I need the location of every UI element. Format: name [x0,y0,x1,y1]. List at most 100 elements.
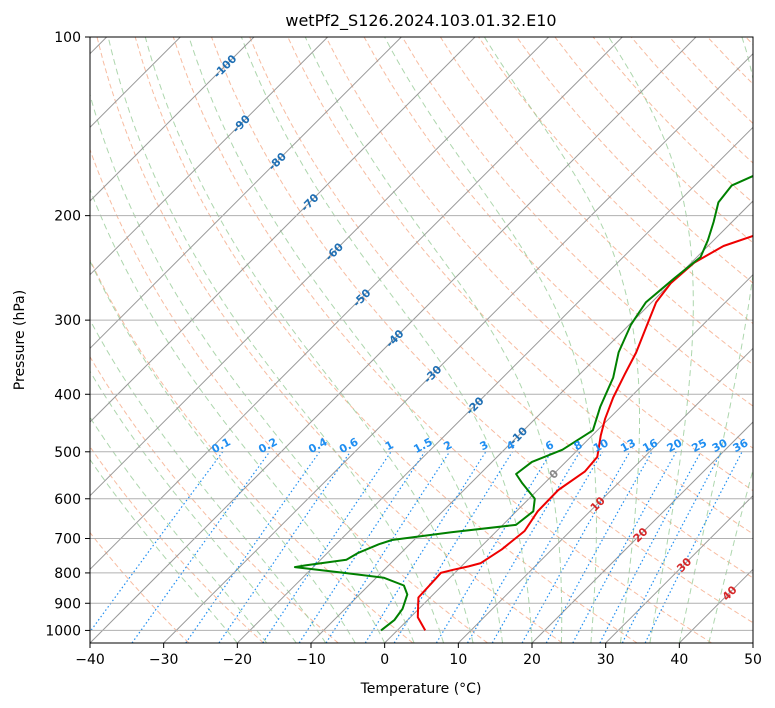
moist-adiabat-line [144,37,474,643]
moist-adiabat-line [90,259,356,643]
pressure-gridlines [90,37,753,631]
dry-adiabat-line [90,148,488,643]
y-tick-label: 800 [54,566,81,582]
dry-adiabat-line [592,37,753,204]
mixing-ratio-line [325,451,451,643]
dry-adiabat-line [172,37,712,643]
dry-adiabat-line [90,355,339,643]
dry-adiabat-line [439,37,753,366]
y-axis-title: Pressure (hPa) [12,290,28,390]
mixing-ratio-line [435,451,552,643]
isotherm-line [384,273,753,643]
moist-adiabat-line [678,37,753,643]
dry-adiabat-line [745,37,753,46]
y-tick-label: 600 [54,492,81,508]
mixing-ratio-line [298,451,426,643]
dry-adiabat-line [96,37,563,643]
isotherm-label: -90 [230,112,253,135]
dry-adiabat-line [325,37,753,492]
moist-adiabat-line [90,370,297,643]
mixing-ratio-label: 20 [665,436,685,455]
dewpoint-line [293,174,753,632]
isotherm-line [163,52,753,643]
isotherm-line [531,421,753,643]
dry-adiabat-line [90,531,190,643]
moist-adiabat-line [90,416,268,643]
mixing-ratio-label: 1.5 [411,435,434,456]
mixing-ratio-label: 0.6 [337,435,361,456]
mixing-ratio-line [262,451,392,643]
mixing-ratio-label: 30 [710,436,730,455]
dry-adiabat-line [134,37,638,643]
mixing-ratio-label: 36 [731,436,751,455]
y-axis-ticks: 100 200 300 400 500 600 700 800 900 1000 [45,30,90,639]
isotherm-line [90,37,329,276]
isotherm-line [752,642,753,643]
isotherm-line [90,37,550,497]
mixing-ratio-label: 10 [591,436,611,455]
y-tick-label: 1000 [45,623,81,639]
moist-adiabat-line [240,37,533,643]
y-tick-label: 300 [54,313,81,329]
mixing-ratio-label: 13 [618,436,638,455]
mixing-ratio-label: 2 [441,438,454,453]
mixing-ratio-line [90,451,224,633]
dry-adiabat-line [516,37,753,284]
y-tick-label: 200 [54,209,81,225]
mixing-ratio-line [572,451,677,643]
x-axis-title: Temperature (°C) [360,681,482,697]
moist-adiabat-line [304,37,563,643]
dry-adiabat-line [211,37,753,624]
line-labels: 0.1 0.2 0.4 0.6 1 1.5 2 3 4 6 8 10 13 16 20 25 30 36-100-… [209,52,750,603]
mixing-ratio-line [521,451,631,643]
isotherm-line [457,347,753,643]
mixing-ratio-line [218,451,351,643]
x-tick-label: 10 [449,652,467,668]
temperature-line [416,234,753,631]
isotherm-line [605,494,753,643]
mixing-ratio-label: 0.4 [306,435,330,456]
mixing-ratio-line [599,451,702,643]
moist-adiabat-line [90,188,386,643]
x-tick-label: −30 [149,652,179,668]
dry-adiabat-line [707,37,753,85]
y-tick-label: 400 [54,387,81,403]
y-tick-label: 100 [54,30,81,46]
x-tick-label: −40 [75,652,105,668]
dry-adiabat-line [90,258,414,643]
mixing-ratio-label: 6 [543,438,556,453]
background-lines [90,37,753,643]
moist-adiabat-line [384,37,597,643]
mixing-ratio-line [131,451,271,643]
isotherm-line [90,37,255,202]
moist-adiabat-line [90,458,238,643]
moist-adiabat-line [90,319,327,643]
dry-adiabat-line [363,37,753,449]
isotherm-label: -80 [266,150,289,173]
isotherm-line [236,126,753,643]
mixing-ratio-line [545,451,653,643]
x-axis-ticks: −40 −30 −20 −10 0 10 20 30 40 50 [75,643,762,668]
mixing-ratio-label: 25 [689,436,709,455]
isotherm-line [90,37,476,423]
isotherm-line [90,37,402,350]
x-tick-label: −20 [223,652,253,668]
isotherm-line [310,200,753,643]
x-tick-label: 50 [744,652,762,668]
isotherm-line [678,568,753,643]
x-tick-label: 30 [597,652,615,668]
mixing-ratio-label: 0.1 [209,435,232,456]
dry-adiabat-line [249,37,753,579]
isotherm-label: -100 [211,52,240,81]
moist-adiabat-line [188,37,503,643]
isotherm-line [90,37,697,643]
mixing-ratio-label: 16 [640,436,660,455]
plot-frame [89,36,754,644]
mixing-ratio-line [644,451,743,643]
y-tick-label: 900 [54,596,81,612]
moist-adiabat-line [608,37,694,643]
x-tick-label: 20 [523,652,541,668]
x-tick-label: 40 [670,652,688,668]
